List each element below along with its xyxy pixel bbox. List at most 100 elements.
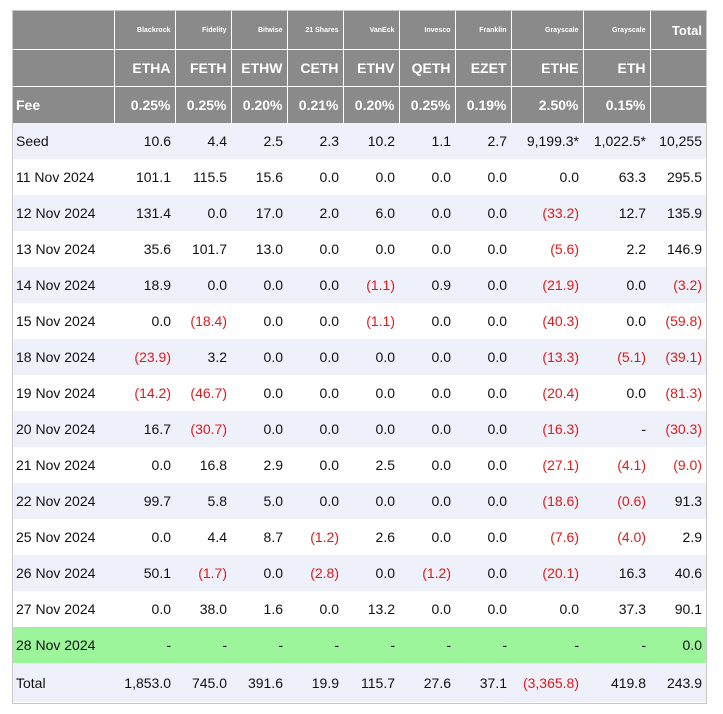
value-cell: 0.0 [511, 591, 583, 627]
value-cell: 745.0 [175, 663, 231, 702]
value-cell: 37.3 [583, 591, 650, 627]
value-cell: 91.3 [650, 483, 706, 519]
value-cell: ETHV [343, 49, 400, 87]
value-cell: 0.0 [399, 375, 455, 411]
value-cell: 0.0 [287, 159, 343, 195]
value-cell: 0.0 [287, 591, 343, 627]
value-cell: 0.20% [231, 86, 288, 123]
value-cell: 0.0 [343, 411, 399, 447]
value-cell: (2.8) [287, 555, 343, 591]
value-cell: (1.2) [399, 555, 455, 591]
value-cell: (40.3) [511, 303, 583, 339]
value-cell: 2.0 [287, 195, 343, 231]
value-cell: 0.20% [343, 86, 400, 123]
value-cell: Grayscale [511, 11, 584, 50]
row-label-cell: 25 Nov 2024 [13, 519, 114, 555]
value-cell: 135.9 [650, 195, 706, 231]
value-cell: 0.0 [455, 339, 511, 375]
value-cell: 0.0 [287, 231, 343, 267]
value-cell: 0.15% [583, 86, 651, 123]
value-cell: 0.0 [455, 411, 511, 447]
value-cell: FETH [175, 49, 232, 87]
value-cell: - [583, 411, 650, 447]
value-cell: 2.9 [231, 447, 287, 483]
table-row: 12 Nov 2024 131.4 0.0 17.0 2.0 6.0 0.0 0.0 (33.2… [13, 195, 706, 231]
value-cell: 15.6 [231, 159, 287, 195]
value-cell: 0.0 [343, 339, 399, 375]
value-cell: (1.1) [343, 267, 399, 303]
value-cell: (0.6) [583, 483, 650, 519]
table-row: 14 Nov 2024 18.9 0.0 0.0 0.0 (1.1) 0.9 0.0 (21.9… [13, 267, 706, 303]
value-cell: 2.6 [343, 519, 399, 555]
value-cell: 63.3 [583, 159, 650, 195]
value-cell: 19.9 [287, 663, 343, 702]
table-row: 11 Nov 2024 101.1 115.5 15.6 0.0 0.0 0.0 0.0 0.0… [13, 159, 706, 195]
value-cell: 13.2 [343, 591, 399, 627]
table-row: 22 Nov 2024 99.7 5.8 5.0 0.0 0.0 0.0 0.0 (18.6)(… [13, 483, 706, 519]
value-cell: 0.0 [231, 375, 287, 411]
value-cell: (46.7) [175, 375, 231, 411]
value-cell: 1.1 [399, 123, 455, 159]
value-cell: 0.0 [287, 483, 343, 519]
total-row: Total 1,853.0 745.0 391.6 19.9 115.7 27.6 37.1(… [13, 663, 706, 702]
value-cell: 0.0 [399, 231, 455, 267]
value-cell: 5.0 [231, 483, 287, 519]
value-cell: 5.8 [175, 483, 231, 519]
value-cell: 0.0 [455, 231, 511, 267]
value-cell: (5.6) [511, 231, 583, 267]
value-cell [650, 86, 706, 123]
value-cell: Franklin [455, 11, 512, 50]
etf-flow-table: Blackrock Fidelity Bitwise 21 Shares VanEck I… [13, 11, 706, 702]
value-cell: 0.0 [287, 303, 343, 339]
value-cell: 0.0 [455, 159, 511, 195]
value-cell: - [583, 627, 650, 663]
value-cell: 0.0 [287, 267, 343, 303]
value-cell: 27.6 [399, 663, 455, 702]
value-cell: 0.0 [287, 411, 343, 447]
value-cell: 0.0 [399, 447, 455, 483]
table-row: 19 Nov 2024 (14.2) (46.7) 0.0 0.0 0.0 0.0 0.0 (2… [13, 375, 706, 411]
value-cell: 0.0 [399, 411, 455, 447]
value-cell: 50.1 [114, 555, 175, 591]
value-cell: 101.1 [114, 159, 175, 195]
value-cell: (1.2) [287, 519, 343, 555]
value-cell: 0.0 [583, 303, 650, 339]
value-cell: (7.6) [511, 519, 583, 555]
value-cell: QETH [399, 49, 456, 87]
value-cell: 0.0 [231, 339, 287, 375]
value-cell: 0.0 [455, 375, 511, 411]
value-cell: 0.0 [455, 303, 511, 339]
value-cell: 0.0 [114, 519, 175, 555]
value-cell: 115.5 [175, 159, 231, 195]
etf-flow-table-container: Blackrock Fidelity Bitwise 21 Shares VanEck I… [12, 10, 707, 704]
value-cell: 0.25% [114, 86, 176, 123]
value-cell: 0.0 [114, 303, 175, 339]
table-row: 15 Nov 2024 0.0 (18.4) 0.0 0.0 (1.1) 0.0 0.0 (40… [13, 303, 706, 339]
value-cell: 0.0 [343, 231, 399, 267]
value-cell: 2.2 [583, 231, 650, 267]
value-cell: 4.4 [175, 123, 231, 159]
row-label-cell: 12 Nov 2024 [13, 195, 114, 231]
value-cell: (21.9) [511, 267, 583, 303]
value-cell: 0.0 [455, 447, 511, 483]
value-cell: 8.7 [231, 519, 287, 555]
value-cell: 1,853.0 [114, 663, 175, 702]
row-label-cell: 14 Nov 2024 [13, 267, 114, 303]
row-label-cell: Fee [13, 86, 115, 123]
value-cell: - [399, 627, 455, 663]
value-cell: EZET [455, 49, 512, 87]
value-cell: 0.0 [343, 483, 399, 519]
value-cell: 38.0 [175, 591, 231, 627]
row-label-cell: 28 Nov 2024 [13, 627, 114, 663]
value-cell: (9.0) [650, 447, 706, 483]
value-cell: (81.3) [650, 375, 706, 411]
value-cell: (4.0) [583, 519, 650, 555]
row-label-cell: 22 Nov 2024 [13, 483, 114, 519]
value-cell: 10.2 [343, 123, 399, 159]
value-cell: (1.7) [175, 555, 231, 591]
value-cell: - [231, 627, 287, 663]
value-cell: 0.0 [399, 159, 455, 195]
row-label-cell: 27 Nov 2024 [13, 591, 114, 627]
row-label-cell: 21 Nov 2024 [13, 447, 114, 483]
value-cell: 37.1 [455, 663, 511, 702]
